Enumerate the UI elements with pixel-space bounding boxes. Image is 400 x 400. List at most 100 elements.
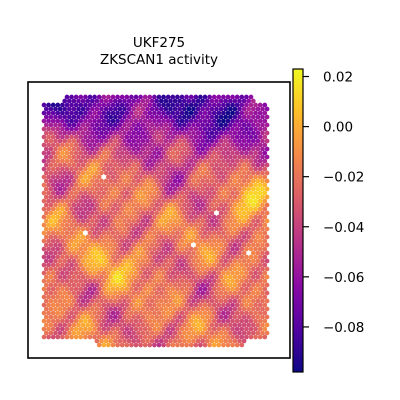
tissue-spot — [149, 242, 155, 248]
tissue-spot — [66, 194, 72, 200]
tissue-spot — [115, 254, 120, 260]
tissue-spot — [248, 230, 254, 236]
tissue-spot — [250, 170, 256, 176]
tissue-spot — [76, 186, 81, 192]
tissue-spot — [218, 226, 224, 232]
tissue-spot — [55, 238, 61, 244]
tissue-spot — [225, 134, 231, 140]
tissue-spot — [234, 206, 240, 212]
tissue-spot — [177, 338, 183, 344]
tissue-spot — [179, 174, 185, 180]
tissue-spot — [152, 174, 157, 180]
tissue-spot — [239, 238, 245, 244]
tissue-spot — [260, 234, 265, 240]
tissue-spot — [207, 190, 212, 196]
tissue-spot — [145, 226, 150, 232]
tissue-spot — [110, 110, 116, 116]
tissue-spot — [250, 322, 256, 328]
tissue-spot — [216, 110, 222, 116]
tissue-spot — [211, 126, 217, 132]
tissue-spot — [55, 206, 61, 212]
tissue-spot — [177, 114, 183, 120]
tissue-spot — [83, 270, 88, 276]
tissue-spot — [83, 134, 88, 140]
tissue-spot — [129, 310, 134, 316]
tissue-spot — [87, 150, 93, 156]
tissue-spot — [53, 130, 58, 136]
tissue-spot — [41, 230, 47, 236]
tissue-spot — [225, 262, 231, 268]
tissue-spot — [117, 234, 123, 240]
tissue-spot — [253, 158, 258, 164]
tissue-spot — [152, 286, 157, 292]
tissue-spot — [250, 218, 256, 224]
tissue-spot — [163, 290, 169, 296]
tissue-spot — [129, 134, 134, 140]
tissue-spot — [147, 270, 153, 276]
tissue-spot — [175, 302, 180, 308]
tissue-spot — [73, 118, 79, 124]
tissue-spot — [214, 250, 219, 256]
tissue-spot — [237, 98, 242, 104]
tissue-spot — [152, 150, 157, 156]
tissue-spot — [218, 170, 224, 176]
tissue-spot — [200, 266, 206, 272]
tissue-spot — [175, 246, 180, 252]
tissue-spot — [186, 242, 192, 248]
tissue-spot — [223, 106, 229, 112]
tissue-spot — [221, 246, 226, 252]
tissue-spot — [193, 110, 199, 116]
tissue-spot — [156, 198, 162, 204]
tissue-spot — [202, 342, 208, 348]
tissue-spot — [99, 218, 104, 224]
tissue-spot — [83, 94, 88, 100]
tissue-spot — [46, 214, 51, 220]
tissue-spot — [170, 262, 176, 268]
tissue-spot — [188, 182, 194, 188]
tissue-spot — [241, 146, 247, 152]
tissue-spot — [191, 314, 196, 320]
tissue-spot — [71, 122, 77, 128]
tissue-spot — [209, 282, 215, 288]
tissue-spot — [211, 94, 217, 100]
tissue-spot — [99, 322, 104, 328]
tissue-spot — [209, 138, 215, 144]
tissue-spot — [103, 250, 109, 256]
tissue-spot — [133, 134, 139, 140]
tissue-spot — [163, 234, 169, 240]
tissue-spot — [237, 226, 242, 232]
tissue-spot — [106, 286, 111, 292]
tissue-spot — [152, 222, 157, 228]
tissue-spot — [87, 182, 93, 188]
tissue-spot — [85, 282, 91, 288]
tissue-spot — [122, 322, 127, 328]
tissue-spot — [57, 130, 63, 136]
tissue-spot — [76, 122, 81, 128]
tissue-spot — [140, 106, 146, 112]
tissue-spot — [142, 278, 148, 284]
tissue-spot — [165, 102, 171, 108]
tissue-spot — [117, 170, 123, 176]
tissue-spot — [101, 174, 107, 180]
tissue-spot — [69, 254, 74, 260]
tissue-spot — [60, 334, 65, 340]
tissue-spot — [119, 222, 125, 228]
tissue-spot — [184, 270, 189, 276]
tissue-spot — [101, 294, 107, 300]
tissue-spot — [126, 322, 132, 328]
tissue-spot — [83, 254, 88, 260]
tissue-spot — [80, 266, 86, 272]
tissue-spot — [126, 282, 132, 288]
tissue-spot — [170, 294, 176, 300]
tissue-spot — [55, 118, 61, 124]
tissue-spot — [168, 330, 173, 336]
tissue-spot — [227, 114, 233, 120]
tissue-spot — [43, 330, 49, 336]
tissue-spot — [119, 142, 125, 148]
tissue-spot — [96, 334, 102, 340]
tissue-spot — [92, 278, 97, 284]
tissue-spot — [43, 130, 49, 136]
tissue-spot — [244, 334, 249, 340]
tissue-spot — [154, 322, 160, 328]
tissue-spot — [165, 126, 171, 132]
